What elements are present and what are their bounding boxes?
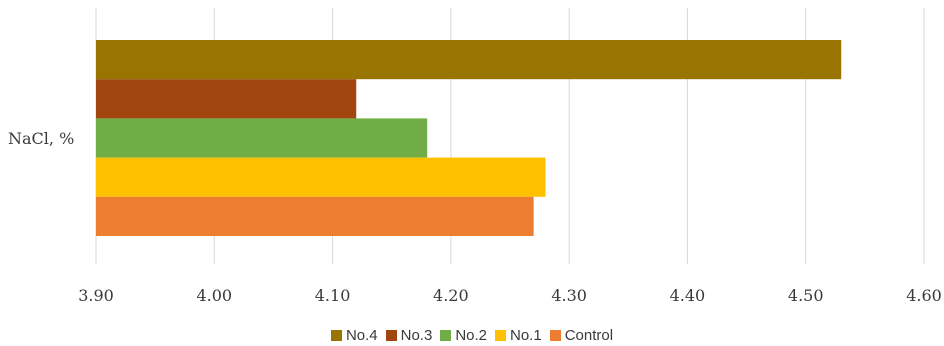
x-tick-label: 4.30 — [551, 286, 587, 305]
bars — [96, 40, 842, 236]
legend-label: No.4 — [345, 326, 378, 344]
legend-item: No.1 — [495, 327, 542, 344]
legend-swatch — [549, 329, 561, 341]
category-label: NaCl, % — [8, 129, 74, 148]
legend-item: No.3 — [385, 326, 433, 344]
legend-label: Control — [564, 326, 614, 344]
legend-item: No.2 — [440, 327, 487, 344]
legend-item: Control — [549, 326, 614, 344]
x-axis-tick-labels: 3.90 4.00 4.10 4.20 4.30 4.40 4.50 4.60 — [78, 286, 942, 305]
legend-swatch — [440, 329, 452, 341]
bar-no-1 — [96, 157, 546, 197]
x-tick-label: 4.50 — [788, 286, 824, 305]
legend-swatch — [330, 329, 342, 341]
x-tick-label: 3.90 — [78, 286, 114, 305]
bar-no-4 — [96, 40, 842, 80]
legend-swatch — [495, 329, 506, 341]
x-tick-label: 4.10 — [315, 286, 351, 305]
x-tick-label: 4.40 — [670, 286, 706, 305]
legend-label: No.2 — [455, 326, 487, 344]
bar-chart: 3.90 4.00 4.10 4.20 4.30 4.40 4.50 4.60 NaCl, % — [8, 8, 942, 305]
bar-control — [96, 196, 534, 236]
bar-no-2 — [96, 118, 428, 158]
x-tick-label: 4.60 — [906, 286, 942, 305]
x-tick-label: 4.00 — [196, 286, 232, 305]
x-tick-label: 4.20 — [433, 286, 469, 305]
bar-no-3 — [96, 79, 357, 119]
legend-label: No.1 — [510, 326, 542, 344]
legend-item: No.4 — [330, 326, 378, 344]
legend-label: No.3 — [400, 326, 433, 344]
legend-swatch — [385, 329, 397, 341]
legend: No.4 No.3 No.2 No.1 Control — [0, 325, 944, 345]
